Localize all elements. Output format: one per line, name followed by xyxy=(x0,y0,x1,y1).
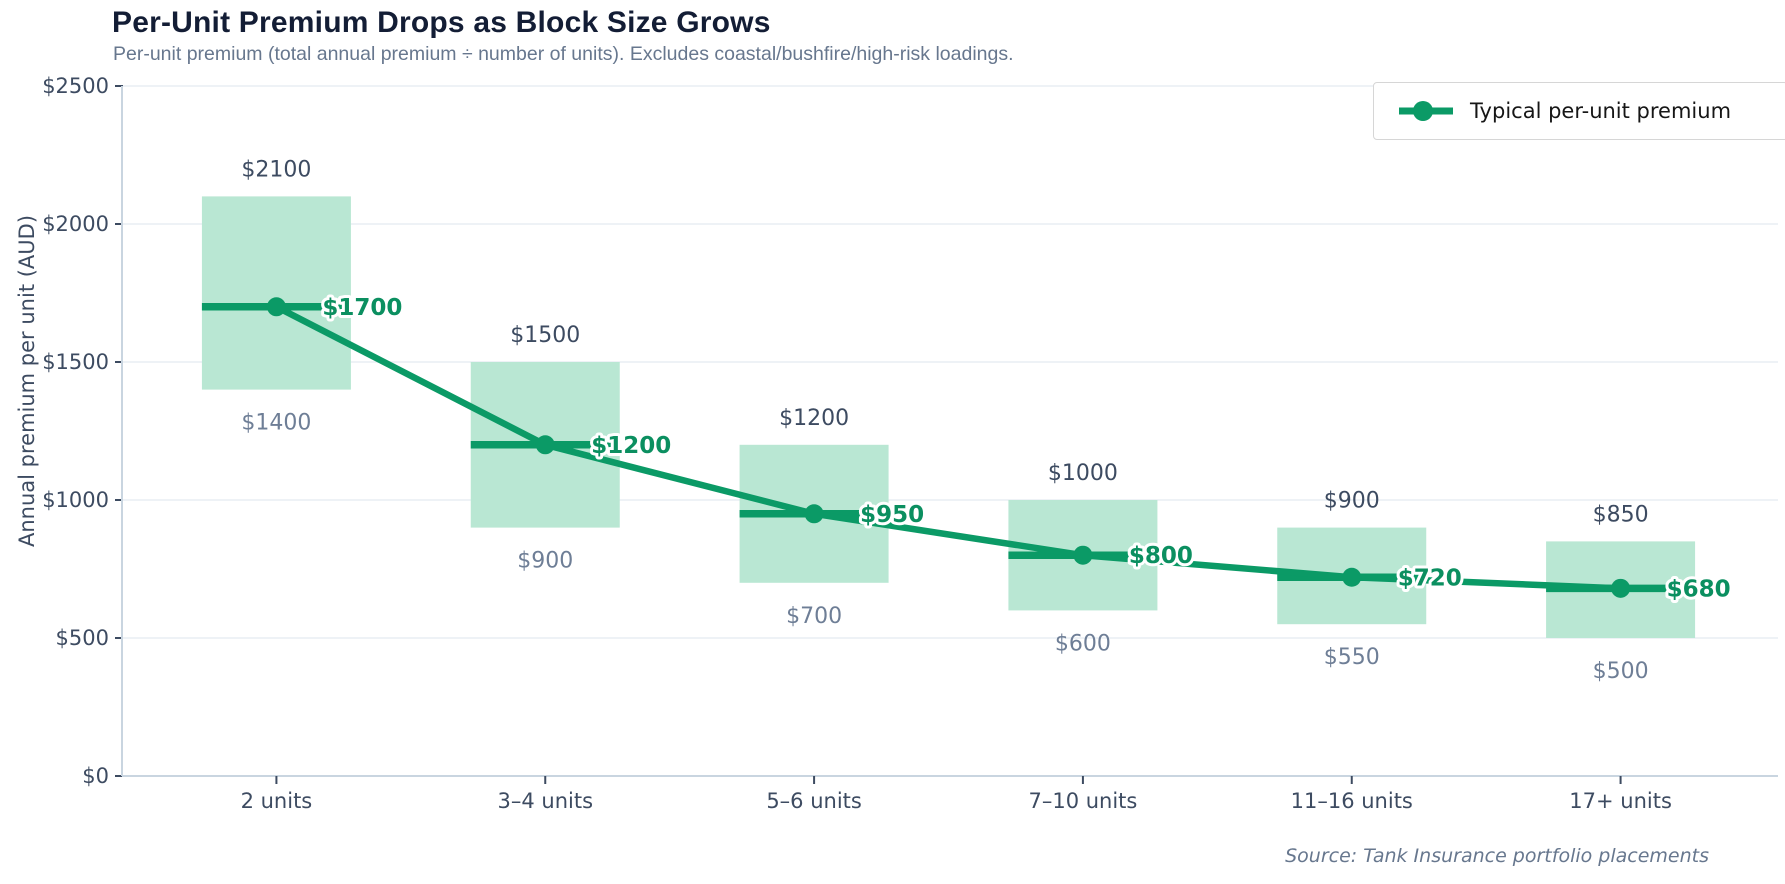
x-category-label: 17+ units xyxy=(1569,789,1672,813)
y-tick-label: $2000 xyxy=(42,212,109,236)
y-tick-label: $1500 xyxy=(42,350,109,374)
legend-label: Typical per-unit premium xyxy=(1470,99,1732,123)
range-high-label: $900 xyxy=(1324,489,1380,514)
range-low-label: $900 xyxy=(517,549,573,574)
y-tick-label: $2500 xyxy=(42,74,109,98)
typical-value-label: $680 xyxy=(1667,576,1731,602)
range-low-label: $1400 xyxy=(241,411,311,436)
data-point-marker xyxy=(804,504,824,524)
x-category-label: 7–10 units xyxy=(1028,789,1137,813)
range-high-label: $2100 xyxy=(241,157,311,182)
range-band-bar xyxy=(201,196,351,390)
x-category-label: 2 units xyxy=(241,789,313,813)
source-note: Source: Tank Insurance portfolio placeme… xyxy=(1285,845,1709,867)
range-high-label: $1200 xyxy=(779,406,849,431)
typical-premium-line xyxy=(273,303,1624,592)
y-tick-label: $500 xyxy=(56,626,109,650)
range-low-label: $600 xyxy=(1055,631,1111,656)
typical-value-label: $1700 xyxy=(322,295,402,321)
chart-subtitle: Per-unit premium (total annual premium ÷… xyxy=(113,43,1014,65)
data-point-marker xyxy=(1073,545,1093,565)
typical-value-label: $1200 xyxy=(591,433,671,459)
data-point-marker xyxy=(1342,567,1362,587)
chart-title: Per-Unit Premium Drops as Block Size Gro… xyxy=(112,6,771,39)
legend-line-marker-icon xyxy=(1399,101,1453,121)
legend: Typical per-unit premium xyxy=(1373,82,1785,140)
typical-value-label: $800 xyxy=(1129,543,1193,569)
x-category-label: 11–16 units xyxy=(1291,789,1413,813)
y-tick-label: $1000 xyxy=(42,488,109,512)
range-low-label: $500 xyxy=(1593,659,1649,684)
range-high-label: $1500 xyxy=(510,323,580,348)
range-high-label: $1000 xyxy=(1048,461,1118,486)
typical-value-label: $950 xyxy=(860,502,924,528)
range-low-label: $550 xyxy=(1324,645,1380,670)
x-category-label: 3–4 units xyxy=(497,789,593,813)
data-point-marker xyxy=(535,435,555,455)
range-low-label: $700 xyxy=(786,604,842,629)
data-point-marker xyxy=(1611,578,1631,598)
range-high-label: $850 xyxy=(1593,502,1649,527)
typical-value-label: $720 xyxy=(1398,565,1462,591)
data-point-marker xyxy=(266,297,286,317)
x-category-label: 5–6 units xyxy=(766,789,862,813)
y-tick-label: $0 xyxy=(82,764,109,788)
